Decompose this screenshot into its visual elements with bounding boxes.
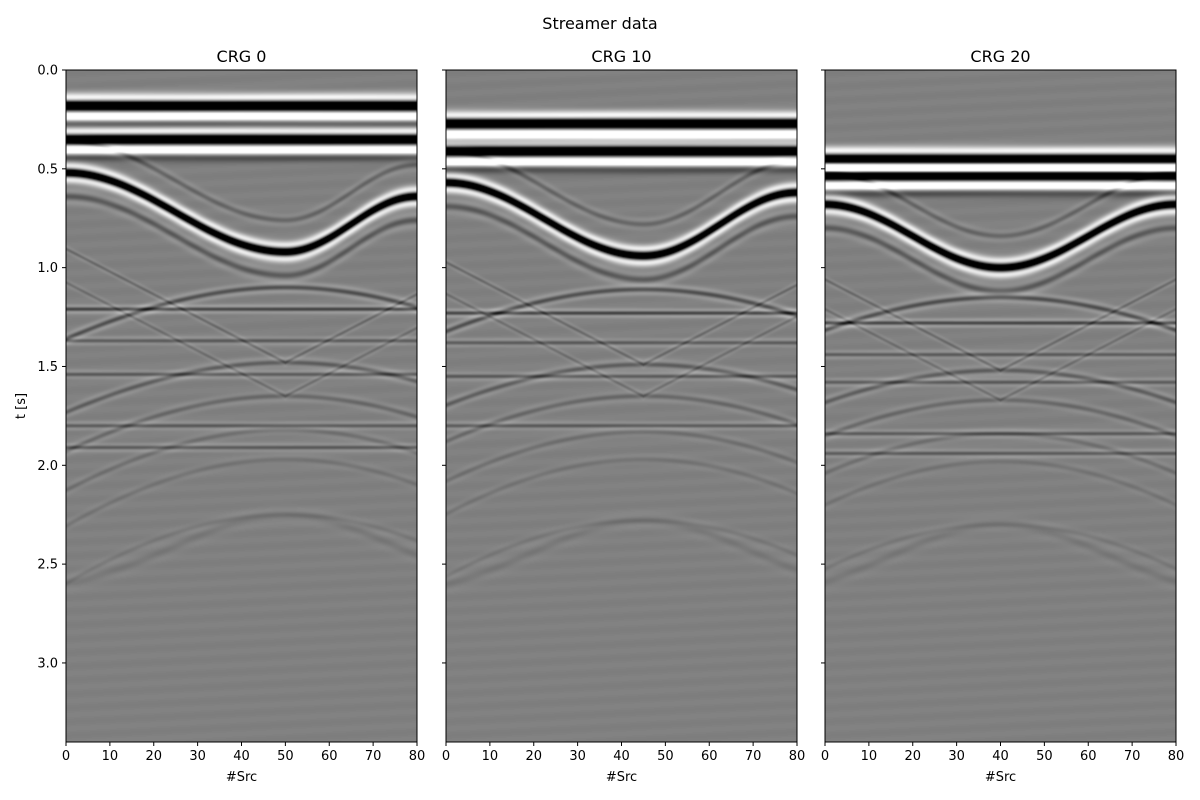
x-tick-label: 10 [102, 749, 119, 764]
figure-title: Streamer data [542, 14, 657, 33]
y-tick-label: 1.5 [37, 360, 58, 375]
x-tick-label: 20 [145, 749, 162, 764]
x-tick-label: 80 [789, 749, 806, 764]
crg-20-title: CRG 20 [970, 47, 1030, 66]
x-tick-label: 60 [321, 749, 338, 764]
crg-0-xlabel: #Src [226, 770, 257, 785]
y-tick-label: 1.0 [37, 261, 58, 276]
x-tick-label: 30 [569, 749, 586, 764]
x-tick-label: 70 [1124, 749, 1141, 764]
seismic-image [66, 70, 417, 742]
x-tick-label: 20 [904, 749, 921, 764]
y-axis-label: t [s] [14, 393, 29, 419]
crg-20-xlabel: #Src [985, 770, 1016, 785]
y-tick-label: 0.0 [37, 64, 58, 79]
crg-10-xlabel: #Src [606, 770, 637, 785]
x-tick-label: 70 [365, 749, 382, 764]
x-tick-label: 70 [745, 749, 762, 764]
x-tick-label: 60 [1080, 749, 1097, 764]
y-tick-label: 0.5 [37, 162, 58, 177]
y-tick-label: 3.0 [37, 656, 58, 671]
x-tick-label: 60 [701, 749, 718, 764]
x-tick-label: 50 [277, 749, 294, 764]
crg-10-panel: CRG 10 #Src 0 10 20 30 40 50 60 70 80 [442, 47, 805, 785]
x-tick-label: 30 [189, 749, 206, 764]
seismic-image [446, 70, 797, 742]
x-tick-label: 0 [62, 749, 70, 764]
seismic-image [825, 70, 1176, 742]
y-tick-label: 2.0 [37, 459, 58, 474]
x-tick-label: 80 [1168, 749, 1185, 764]
y-tick-label: 2.5 [37, 558, 58, 573]
crg-10-title: CRG 10 [591, 47, 651, 66]
x-tick-label: 0 [821, 749, 829, 764]
x-tick-label: 80 [409, 749, 426, 764]
x-tick-label: 30 [948, 749, 965, 764]
x-tick-label: 40 [613, 749, 630, 764]
crg-0-panel: CRG 0 #Src t [s] 0 10 20 30 40 50 60 70 80 0.0 0.5… [14, 47, 425, 785]
crg-0-title: CRG 0 [217, 47, 267, 66]
x-tick-label: 50 [1036, 749, 1053, 764]
x-tick-label: 10 [482, 749, 499, 764]
x-tick-label: 20 [525, 749, 542, 764]
x-tick-label: 10 [861, 749, 878, 764]
x-tick-label: 40 [233, 749, 250, 764]
x-tick-label: 40 [992, 749, 1009, 764]
x-tick-label: 50 [657, 749, 674, 764]
x-tick-label: 0 [442, 749, 450, 764]
crg-20-panel: CRG 20 #Src 0 10 20 30 40 50 60 70 80 [821, 47, 1184, 785]
